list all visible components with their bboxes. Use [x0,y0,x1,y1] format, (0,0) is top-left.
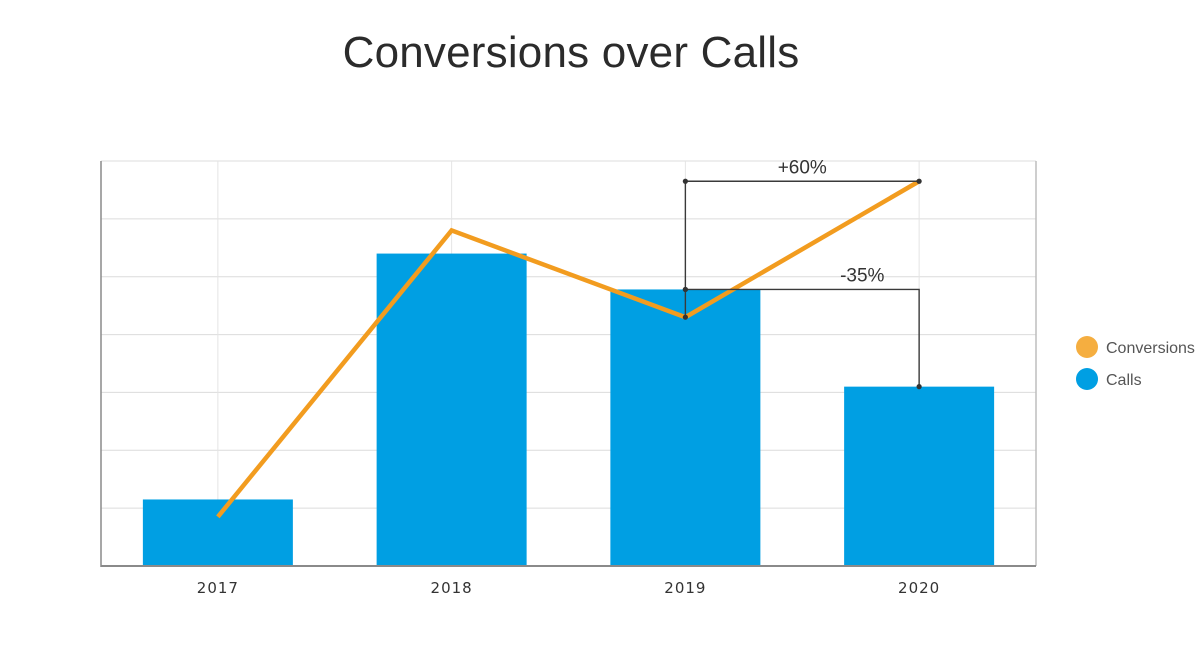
line-layer [216,179,921,519]
x-tick-label: 2019 [664,579,706,597]
x-tick-label: 2018 [431,579,473,597]
annotation-label-1: -35% [840,265,884,286]
bar-calls-2019 [610,289,761,566]
annotation-label-0: +60% [778,157,827,178]
legend-label-calls: Calls [1106,372,1142,389]
annotation-dot [682,286,688,293]
annotation-dot [682,314,688,320]
annotation-dot [916,384,922,390]
annotation-dot [916,178,922,184]
annotations-layer: +60% -35% [682,157,922,390]
annotation-dot [682,178,688,184]
axis-layer [100,161,1036,567]
bars-layer [142,253,995,567]
bar-calls-2018 [376,253,527,567]
chart-title: Conversions over Calls [342,28,800,77]
bar-calls-2020 [844,386,995,566]
x-tick-labels: 2017 2018 2019 2020 [197,579,940,597]
x-tick-label: 2020 [898,579,940,597]
legend-label-conversions: Conversions [1106,340,1195,357]
bar-calls-2017 [142,499,293,566]
annotation-bracket-1 [685,288,920,387]
legend-swatch-calls [1076,368,1098,390]
x-tick-label: 2017 [197,579,239,597]
legend-swatch-conversions [1076,336,1098,358]
line-conversions [216,179,921,519]
legend: Conversions Calls [1076,336,1195,390]
